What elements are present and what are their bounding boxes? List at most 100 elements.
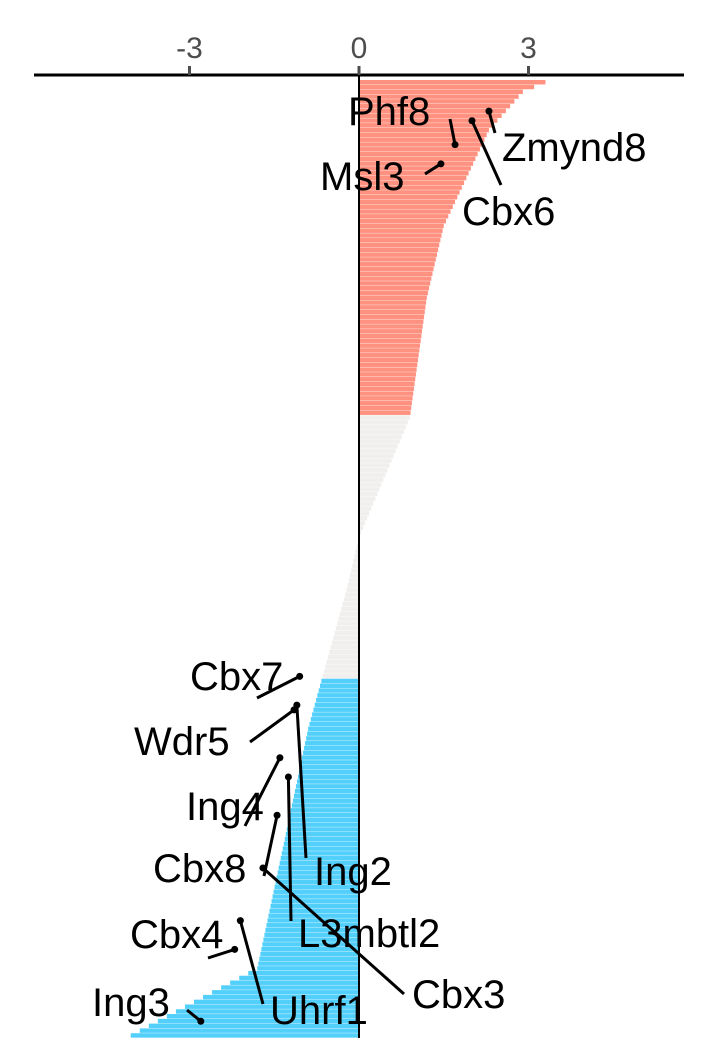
bar — [359, 185, 462, 190]
bar — [359, 348, 420, 353]
gene-label: Cbx7 — [190, 655, 283, 699]
bar — [359, 467, 388, 473]
bar — [359, 463, 390, 468]
gene-label: Uhrf1 — [270, 989, 368, 1033]
bar — [203, 994, 359, 1000]
bar — [268, 913, 359, 918]
bar — [359, 434, 402, 439]
bar — [230, 980, 359, 985]
leader-line — [256, 675, 301, 700]
bar — [359, 228, 443, 233]
bar — [359, 147, 480, 152]
bar — [359, 204, 453, 209]
bar — [284, 836, 359, 842]
gene-labels: Phf8Zmynd8Cbx6Msl3Cbx7Wdr5Ing4Ing2Cbx8L3… — [92, 90, 647, 1033]
bar — [267, 918, 359, 923]
bar — [316, 697, 359, 703]
bar — [359, 80, 546, 85]
bar — [323, 669, 359, 674]
gene-label: Phf8 — [348, 90, 430, 134]
bar — [359, 314, 425, 320]
bar — [286, 827, 359, 832]
label-point — [451, 141, 459, 149]
bar — [295, 784, 359, 789]
label-point — [236, 917, 244, 925]
bar — [265, 927, 359, 933]
bar — [359, 424, 406, 430]
bar — [359, 214, 449, 219]
bar — [359, 309, 425, 315]
bar — [359, 156, 476, 162]
bar — [333, 635, 359, 641]
bar — [351, 568, 359, 574]
bar — [359, 487, 380, 492]
x-tick-label: 3 — [520, 32, 537, 65]
bar — [359, 343, 421, 348]
bar — [359, 357, 418, 363]
bar — [348, 578, 359, 583]
gene-label: Cbx3 — [412, 973, 505, 1017]
bar — [359, 103, 511, 109]
x-axis: -3 0 3 — [34, 32, 684, 77]
bar — [359, 99, 515, 104]
bar — [359, 405, 412, 411]
bar — [301, 760, 359, 765]
bar — [359, 142, 483, 147]
leader-line — [487, 110, 497, 134]
bar — [359, 190, 460, 195]
bar — [343, 597, 359, 602]
bar — [359, 281, 431, 286]
bar — [359, 262, 435, 267]
bar — [359, 118, 498, 123]
bar — [359, 300, 427, 305]
gene-label: Wdr5 — [134, 720, 230, 764]
bar — [331, 640, 359, 645]
bar — [166, 1014, 359, 1019]
bar — [359, 242, 440, 248]
bar — [353, 559, 359, 564]
gene-label: Cbx6 — [462, 190, 555, 234]
bar — [296, 779, 359, 784]
bar — [359, 151, 478, 157]
bar — [359, 295, 427, 300]
bar — [359, 108, 506, 114]
bar — [325, 664, 359, 669]
bars — [130, 80, 546, 1038]
bar — [313, 707, 359, 712]
bar — [305, 741, 359, 746]
bar — [291, 803, 359, 808]
bar — [359, 218, 447, 224]
bar — [359, 415, 410, 420]
leader-line — [261, 866, 405, 996]
label-point — [468, 117, 476, 125]
bar — [329, 650, 359, 655]
bar — [139, 1028, 359, 1033]
bar — [359, 329, 423, 334]
leader-line — [262, 814, 279, 877]
bar — [359, 391, 414, 396]
bar — [359, 113, 502, 118]
bar — [359, 84, 535, 90]
label-point — [259, 864, 267, 872]
bar — [359, 491, 378, 497]
bar — [261, 946, 359, 952]
bar — [283, 841, 359, 847]
bar — [359, 458, 392, 463]
bar — [306, 736, 359, 741]
bar — [297, 774, 359, 779]
bar — [359, 439, 400, 444]
bar — [281, 851, 359, 856]
bar — [359, 171, 469, 176]
bar — [359, 506, 372, 511]
bar — [345, 592, 359, 597]
bar — [359, 410, 411, 415]
bar — [175, 1009, 359, 1014]
bar — [359, 472, 386, 478]
bar — [359, 276, 432, 281]
bar — [302, 755, 359, 760]
bar — [359, 386, 414, 391]
bar — [355, 549, 359, 554]
bar — [317, 693, 359, 698]
bar — [130, 1033, 359, 1038]
bar — [359, 520, 366, 526]
